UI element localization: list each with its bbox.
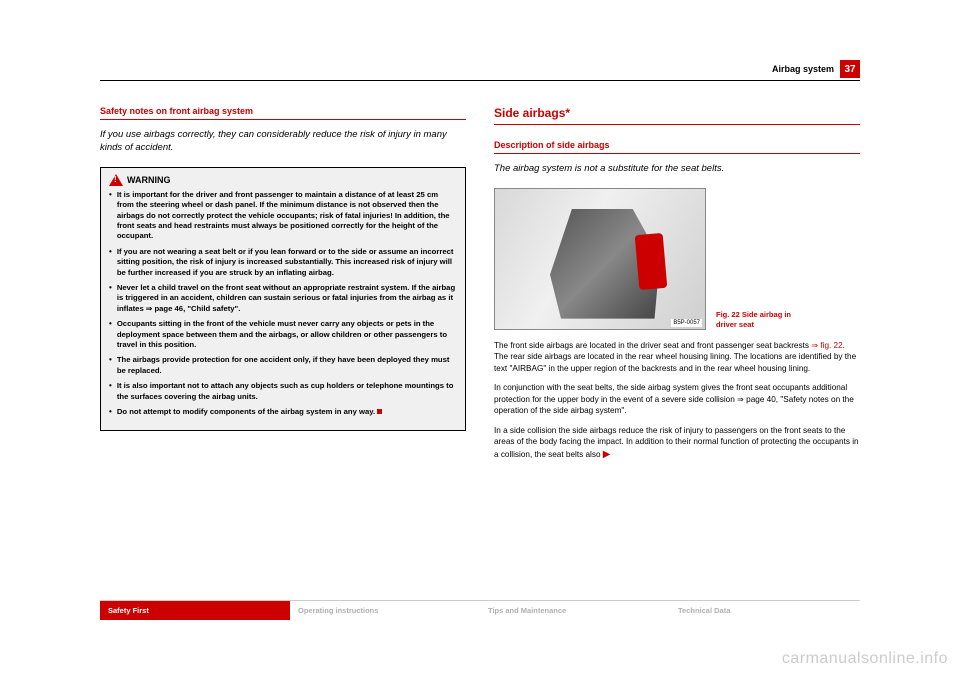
left-lede: If you use airbags correctly, they can c… [100,128,466,155]
footer-tab-operating[interactable]: Operating instructions [290,600,480,620]
content-columns: Safety notes on front airbag system If y… [100,105,860,470]
right-sub-heading: Description of side airbags [494,139,860,154]
footer-tab-tips[interactable]: Tips and Maintenance [480,600,670,620]
body-paragraph: In conjunction with the seat belts, the … [494,382,860,416]
body-paragraph: In a side collision the side airbags red… [494,425,860,462]
manual-page: Airbag system 37 Safety notes on front a… [100,60,860,620]
footer-tabs: Safety First Operating instructions Tips… [100,600,860,620]
right-main-heading: Side airbags* [494,105,860,125]
warning-bullet: •Do not attempt to modify components of … [109,407,457,417]
right-column: Side airbags* Description of side airbag… [494,105,860,470]
watermark: carmanualsonline.info [782,650,948,668]
warning-bullet: •It is also important not to attach any … [109,381,457,402]
warning-bullet: •If you are not wearing a seat belt or i… [109,247,457,278]
airbag-shape [635,233,668,290]
footer-tab-safety[interactable]: Safety First [100,600,290,620]
figure-caption: Fig. 22 Side airbag in driver seat [716,310,806,330]
right-lede: The airbag system is not a substitute fo… [494,162,860,175]
warning-bullet: •It is important for the driver and fron… [109,190,457,242]
warning-box: WARNING •It is important for the driver … [100,167,466,432]
left-column: Safety notes on front airbag system If y… [100,105,466,470]
continuation-arrow-icon: ▶ [603,449,611,460]
end-marker-icon [377,409,382,414]
image-id-label: B5P-0057 [671,319,702,327]
warning-bullet: •Never let a child travel on the front s… [109,283,457,314]
page-header: Airbag system 37 [100,60,860,81]
warning-triangle-icon [109,174,123,186]
left-heading: Safety notes on front airbag system [100,105,466,120]
figure-reference: ⇒ fig. 22 [811,341,842,350]
page-number: 37 [840,60,860,78]
footer-tab-technical[interactable]: Technical Data [670,600,860,620]
warning-bullet: •Occupants sitting in the front of the v… [109,319,457,350]
warning-label: WARNING [127,174,171,186]
warning-header: WARNING [109,174,457,186]
warning-bullet: •The airbags provide protection for one … [109,355,457,376]
body-paragraph: The front side airbags are located in th… [494,340,860,374]
figure-image: B5P-0057 [494,188,706,330]
section-title: Airbag system [772,64,834,74]
figure-wrap: B5P-0057 Fig. 22 Side airbag in driver s… [494,188,860,330]
